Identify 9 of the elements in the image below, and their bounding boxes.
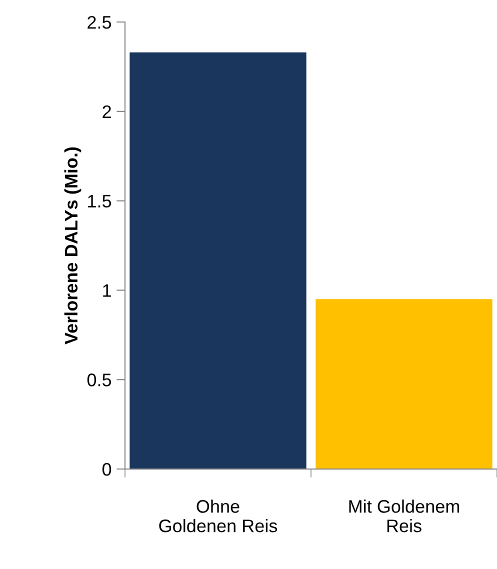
- y-tick-label: 2: [102, 105, 111, 118]
- y-tick-label: 0.5: [87, 374, 112, 386]
- x-tick-label: Mit Goldenem Reis: [349, 500, 460, 532]
- y-tick-label: 2.5: [88, 16, 112, 29]
- x-tick-label: Ohne Goldenen Reis: [159, 500, 278, 532]
- y-axis-title: Verlorene DALYs (Mio.): [64, 147, 82, 344]
- y-tick-label: 1: [103, 284, 111, 297]
- y-tick-label: 0: [102, 462, 112, 476]
- y-tick-label: 1.5: [88, 194, 112, 208]
